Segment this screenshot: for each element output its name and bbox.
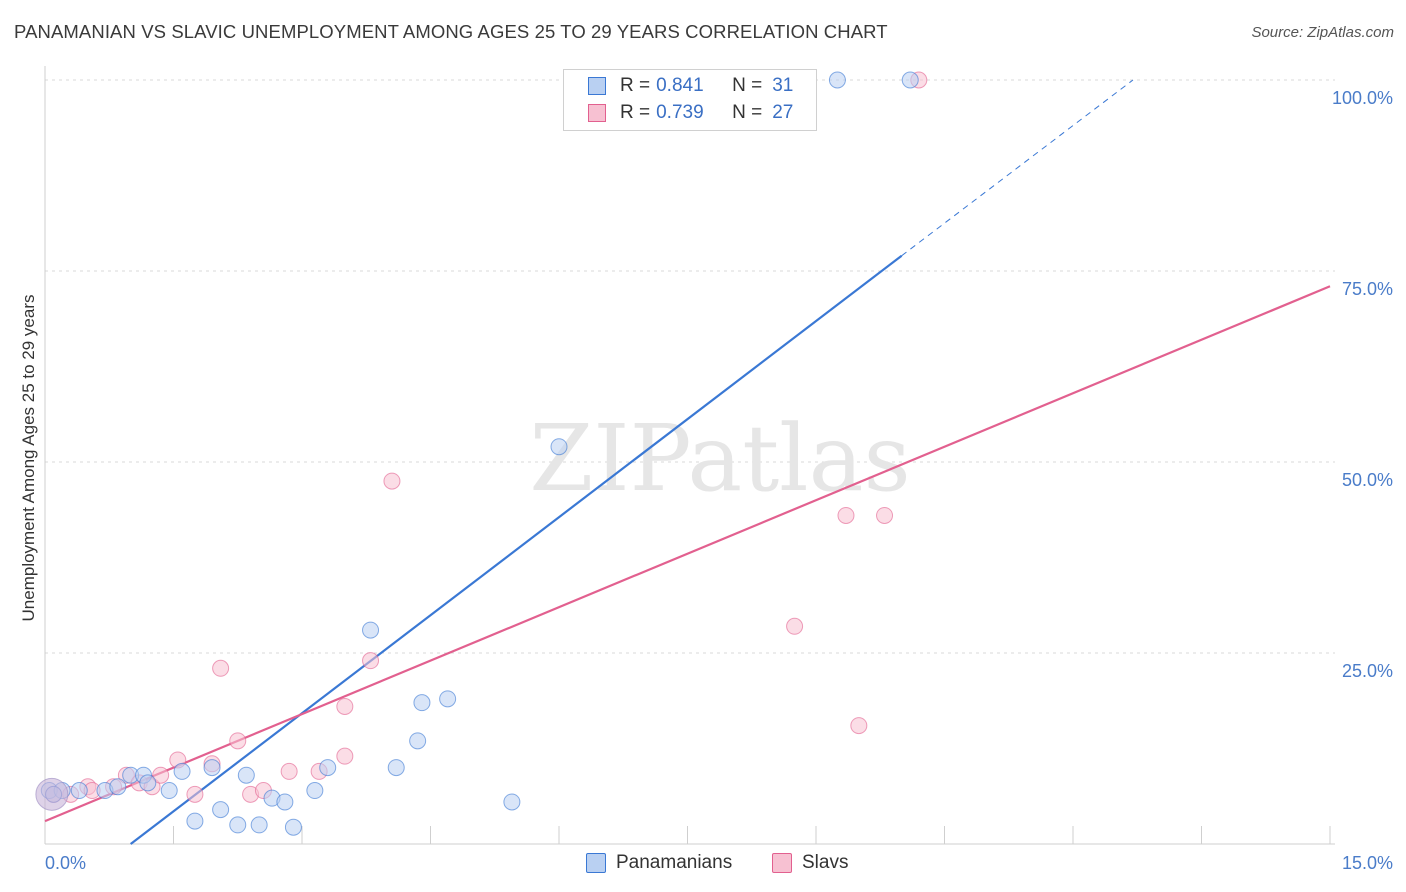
point-panamanians	[503, 793, 521, 811]
pink-swatch-icon	[772, 853, 792, 873]
point-panamanians	[173, 762, 191, 780]
point-slavs	[336, 747, 354, 765]
point-panamanians	[306, 782, 324, 800]
trend-line-slavs	[44, 285, 1331, 823]
point-panamanians	[212, 801, 230, 819]
point-slavs	[850, 717, 868, 735]
point-panamanians	[409, 732, 427, 750]
n-label: N =	[732, 75, 763, 96]
point-panamanians	[901, 71, 919, 89]
point-panamanians	[229, 816, 247, 834]
r-label: R =	[620, 75, 651, 96]
y-tick-label: 100.0%	[1332, 88, 1393, 108]
point-slavs	[383, 472, 401, 490]
point-panamanians	[550, 438, 568, 456]
point-panamanians	[439, 690, 457, 708]
legend-item-slavs[interactable]: Slavs	[772, 852, 848, 874]
axis-tick-labels: 25.0% 50.0% 75.0% 100.0% 0.0% 15.0%	[45, 88, 1393, 873]
watermark: ZIPatlas	[529, 405, 910, 512]
point-panamanians	[828, 71, 846, 89]
series-legend: Panamanians Slavs	[0, 852, 1406, 876]
point-panamanians	[203, 759, 221, 777]
point-slavs	[280, 762, 298, 780]
point-panamanians	[362, 621, 380, 639]
trend-line-panamanians	[129, 254, 903, 845]
blue-swatch-icon	[588, 77, 606, 95]
point-panamanians	[109, 778, 127, 796]
y-tick-label: 75.0%	[1342, 279, 1393, 299]
blue-swatch-icon	[586, 853, 606, 873]
source-label: Source: ZipAtlas.com	[1251, 24, 1394, 41]
trend-lines	[44, 79, 1331, 845]
point-slavs	[362, 652, 380, 670]
point-slavs	[837, 506, 855, 524]
point-slavs	[186, 785, 204, 803]
legend-label: Slavs	[802, 852, 849, 873]
chart-title: PANAMANIAN VS SLAVIC UNEMPLOYMENT AMONG …	[14, 21, 888, 42]
n-label: N =	[732, 102, 763, 123]
legend-row-slavs: R = 0.739 N = 27	[588, 101, 793, 125]
point-panamanians	[70, 782, 88, 800]
trend-extension-panamanians	[901, 79, 1134, 257]
r-value: 0.841	[656, 75, 704, 96]
point-slavs	[152, 766, 170, 784]
point-slavs	[786, 617, 804, 635]
r-label: R =	[620, 102, 651, 123]
point-panamanians	[186, 812, 204, 830]
point-panamanians	[413, 694, 431, 712]
point-panamanians	[139, 774, 157, 792]
legend-label: Panamanians	[616, 852, 733, 873]
point-slavs	[876, 506, 894, 524]
y-tick-label: 25.0%	[1342, 661, 1393, 681]
point-cluster	[35, 777, 69, 811]
point-panamanians	[387, 759, 405, 777]
point-slavs	[229, 732, 247, 750]
x-tick-label: 0.0%	[45, 853, 86, 873]
legend-item-panamanians[interactable]: Panamanians	[586, 852, 732, 874]
point-panamanians	[284, 818, 302, 836]
point-panamanians	[276, 793, 294, 811]
point-panamanians	[160, 782, 178, 800]
r-value: 0.739	[656, 102, 704, 123]
y-tick-label: 50.0%	[1342, 470, 1393, 490]
n-value: 27	[772, 102, 794, 123]
legend-row-panamanians: R = 0.841 N = 31	[588, 74, 793, 98]
x-tick-label: 15.0%	[1342, 853, 1393, 873]
point-panamanians	[319, 759, 337, 777]
correlation-legend: R = 0.841 N = 31 R = 0.739 N = 27	[563, 69, 817, 131]
point-slavs	[336, 697, 354, 715]
n-value: 31	[772, 75, 794, 96]
point-panamanians	[237, 766, 255, 784]
pink-swatch-icon	[588, 104, 606, 122]
point-slavs	[212, 659, 230, 677]
x-axis-ticks	[173, 826, 1331, 844]
data-points	[35, 71, 928, 836]
point-panamanians	[250, 816, 268, 834]
